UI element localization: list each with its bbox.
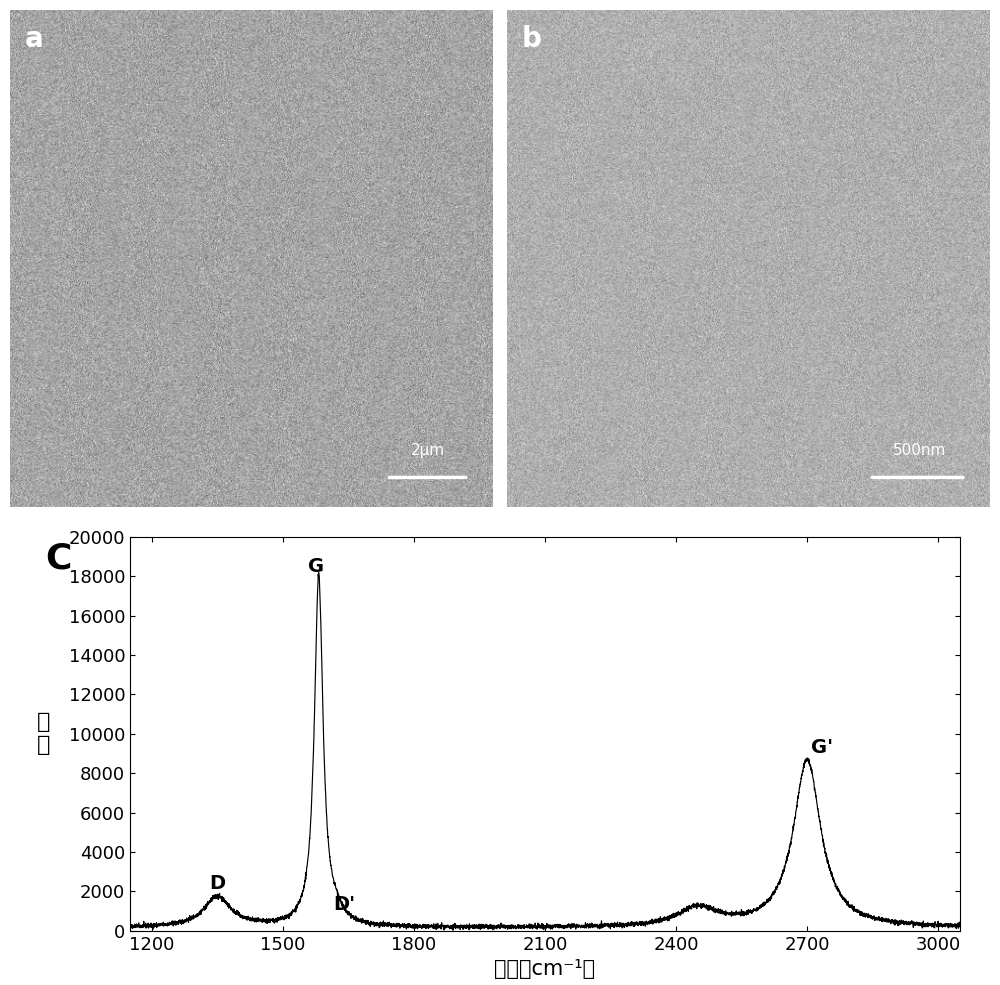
Text: 500nm: 500nm bbox=[893, 442, 947, 457]
Text: G: G bbox=[308, 558, 325, 576]
Bar bbox=[348, 432, 483, 497]
Text: C: C bbox=[45, 542, 71, 576]
X-axis label: 波数（cm⁻¹）: 波数（cm⁻¹） bbox=[494, 959, 596, 979]
Text: 2μm: 2μm bbox=[411, 442, 445, 457]
Text: b: b bbox=[522, 25, 542, 53]
Y-axis label: 强
度: 强 度 bbox=[37, 712, 50, 755]
Text: a: a bbox=[24, 25, 43, 53]
Text: G': G' bbox=[811, 739, 833, 757]
Text: D': D' bbox=[333, 895, 355, 914]
Text: D: D bbox=[209, 875, 225, 893]
